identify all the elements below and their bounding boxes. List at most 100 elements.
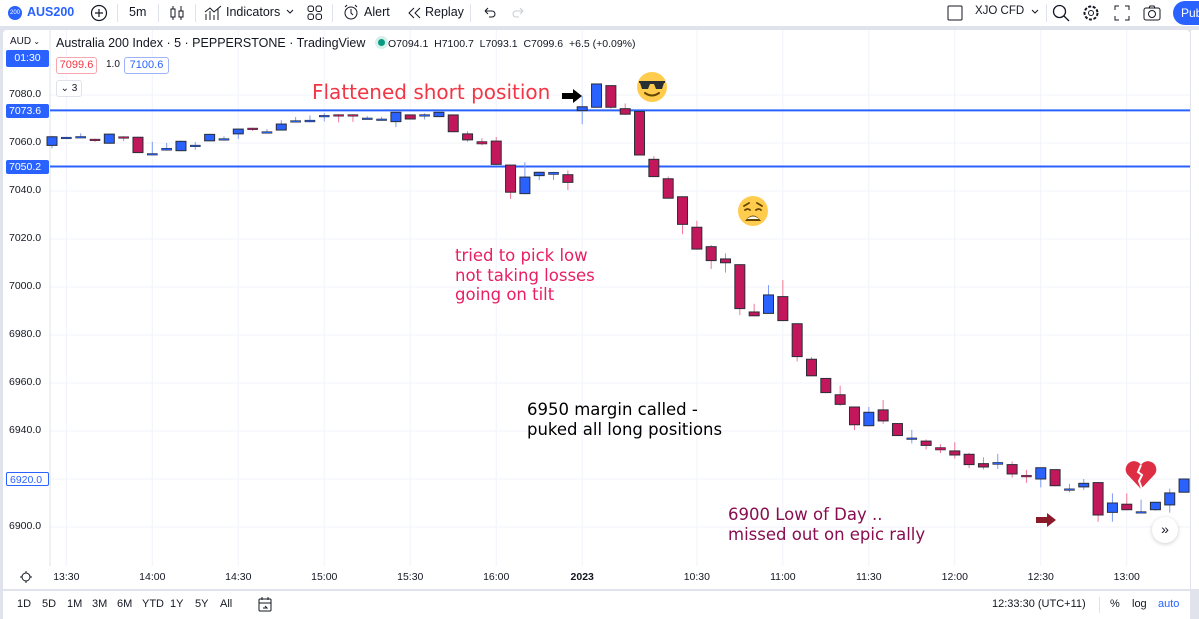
- publish-button[interactable]: Pub: [1173, 1, 1199, 25]
- candle-up: [1078, 482, 1090, 488]
- compare-checkbox-icon[interactable]: [946, 3, 964, 23]
- annotation-low[interactable]: 6900 Low of Day .. missed out on epic ra…: [728, 505, 925, 544]
- range-button-3m[interactable]: 3M: [92, 598, 108, 610]
- indicators-button[interactable]: Indicators: [204, 0, 280, 26]
- price-tick-label: 6960.0: [9, 376, 42, 388]
- camera-snapshot-icon[interactable]: [1142, 3, 1162, 23]
- bottom-toolbar: 1D 5D 1M 3M 6M YTD 1Y 5Y All 12:33:30 (UTC+11) %…: [3, 591, 1190, 619]
- candle-down: [1049, 469, 1061, 487]
- clock-timezone[interactable]: 12:33:30 (UTC+11): [992, 598, 1086, 610]
- range-button-1d[interactable]: 1D: [17, 598, 32, 610]
- candle-up: [175, 140, 187, 152]
- indicators-icon: [204, 5, 222, 20]
- range-button-all[interactable]: All: [220, 598, 233, 610]
- hline-label-2: 7050.2: [6, 160, 49, 174]
- annotation-margin[interactable]: 6950 margin called - puked all long posi…: [527, 400, 722, 439]
- time-tick-label: 15:00: [311, 571, 338, 583]
- annotation-tilt[interactable]: tried to pick low not taking losses goin…: [455, 246, 595, 305]
- candles-chart-type-icon[interactable]: [168, 3, 186, 23]
- currency-selector[interactable]: AUD ⌄: [10, 36, 40, 47]
- candle-up: [46, 136, 58, 146]
- candle-up: [61, 136, 72, 140]
- candle-down: [734, 264, 746, 310]
- arrow-right-icon: [562, 89, 582, 103]
- candle-up: [275, 123, 287, 131]
- candle-down: [476, 141, 488, 145]
- price-tick-label: 7060.0: [9, 136, 42, 148]
- candle-up: [361, 117, 373, 120]
- candlestick-chart[interactable]: [0, 0, 1191, 590]
- auto-scale-toggle[interactable]: auto: [1158, 598, 1180, 610]
- chart-scrollbar[interactable]: [1191, 30, 1199, 589]
- candle-up: [1035, 467, 1047, 480]
- log-scale-toggle[interactable]: log: [1132, 598, 1147, 610]
- candle-down: [447, 114, 459, 133]
- axis-settings-icon[interactable]: [19, 570, 33, 584]
- candle-down: [834, 394, 846, 405]
- candle-down: [347, 114, 359, 117]
- candle-down: [805, 358, 817, 377]
- time-tick-label: 12:00: [941, 571, 968, 583]
- chevron-down-icon: ⌄: [60, 83, 72, 94]
- chevron-down-icon: ⌄: [31, 37, 41, 46]
- alert-label: Alert: [364, 5, 390, 19]
- symbol-button[interactable]: 200 AUS200: [8, 3, 74, 23]
- range-button-1y[interactable]: 1Y: [170, 598, 184, 610]
- price-tick-label: 7040.0: [9, 184, 42, 196]
- time-tick-label: 16:00: [483, 571, 510, 583]
- candle-down: [132, 136, 144, 154]
- annotation-line: puked all long positions: [527, 419, 723, 439]
- chevron-down-icon[interactable]: [285, 7, 295, 17]
- candle-down: [1021, 475, 1032, 478]
- replay-button[interactable]: Replay: [405, 0, 464, 26]
- candle-up: [992, 462, 1004, 465]
- candle-up: [390, 111, 402, 123]
- ohlc-values: O7094.1 H7100.7 L7093.1 C7099.6 +6.5 (+0…: [388, 38, 636, 50]
- scroll-to-realtime-button[interactable]: »: [1152, 517, 1178, 543]
- time-tick-label: 11:30: [856, 571, 882, 583]
- annotation-flattened[interactable]: Flattened short position: [312, 80, 551, 104]
- candle-up: [1149, 501, 1161, 511]
- add-symbol-icon[interactable]: [89, 3, 109, 23]
- annotation-line: 6900 Low of Day ..: [728, 505, 883, 524]
- alert-button[interactable]: Alert: [342, 0, 394, 26]
- fullscreen-icon[interactable]: [1112, 3, 1132, 23]
- compare-symbol[interactable]: XJO CFD: [975, 5, 1025, 17]
- candle-down: [977, 463, 989, 468]
- buy-button[interactable]: 7100.6: [124, 57, 169, 74]
- range-button-1m[interactable]: 1M: [67, 598, 83, 610]
- go-to-date-icon[interactable]: [257, 596, 273, 614]
- candle-up: [576, 106, 588, 112]
- sell-button[interactable]: 7099.6: [56, 57, 97, 74]
- search-icon[interactable]: [1051, 3, 1071, 23]
- layouts-grid-icon[interactable]: [306, 3, 324, 23]
- range-button-5d[interactable]: 5D: [42, 598, 57, 610]
- last-price-label: 6920.0: [6, 472, 49, 486]
- percent-scale-toggle[interactable]: %: [1110, 598, 1120, 610]
- price-tick-label: 7000.0: [9, 280, 42, 292]
- price-tick-label: 7080.0: [9, 88, 42, 100]
- redo-icon[interactable]: [510, 3, 528, 23]
- range-button-6m[interactable]: 6M: [117, 598, 133, 610]
- time-tick-label: 10:30: [683, 571, 710, 583]
- undo-icon[interactable]: [480, 3, 498, 23]
- candle-down: [891, 423, 903, 437]
- candle-up: [591, 83, 603, 108]
- candle-up: [261, 131, 273, 134]
- hline-label-1: 7073.6: [6, 104, 49, 118]
- interval-button[interactable]: 5m: [129, 5, 147, 19]
- gear-icon[interactable]: [1081, 3, 1101, 23]
- candle-down: [963, 453, 975, 466]
- chart-panel[interactable]: [3, 30, 1190, 589]
- price-tick-label: 6980.0: [9, 328, 42, 340]
- candle-down: [648, 158, 660, 178]
- candle-up: [232, 128, 244, 135]
- legend-title[interactable]: Australia 200 Index · 5 · PEPPERSTONE · …: [56, 36, 366, 50]
- range-button-5y[interactable]: 5Y: [195, 598, 209, 610]
- indicators-collapse-button[interactable]: ⌄ 3: [56, 80, 82, 97]
- candle-up: [103, 133, 115, 144]
- range-button-ytd[interactable]: YTD: [142, 598, 164, 610]
- chevron-down-icon[interactable]: [1030, 7, 1040, 17]
- candle-down: [490, 140, 502, 165]
- candle-up: [548, 171, 559, 175]
